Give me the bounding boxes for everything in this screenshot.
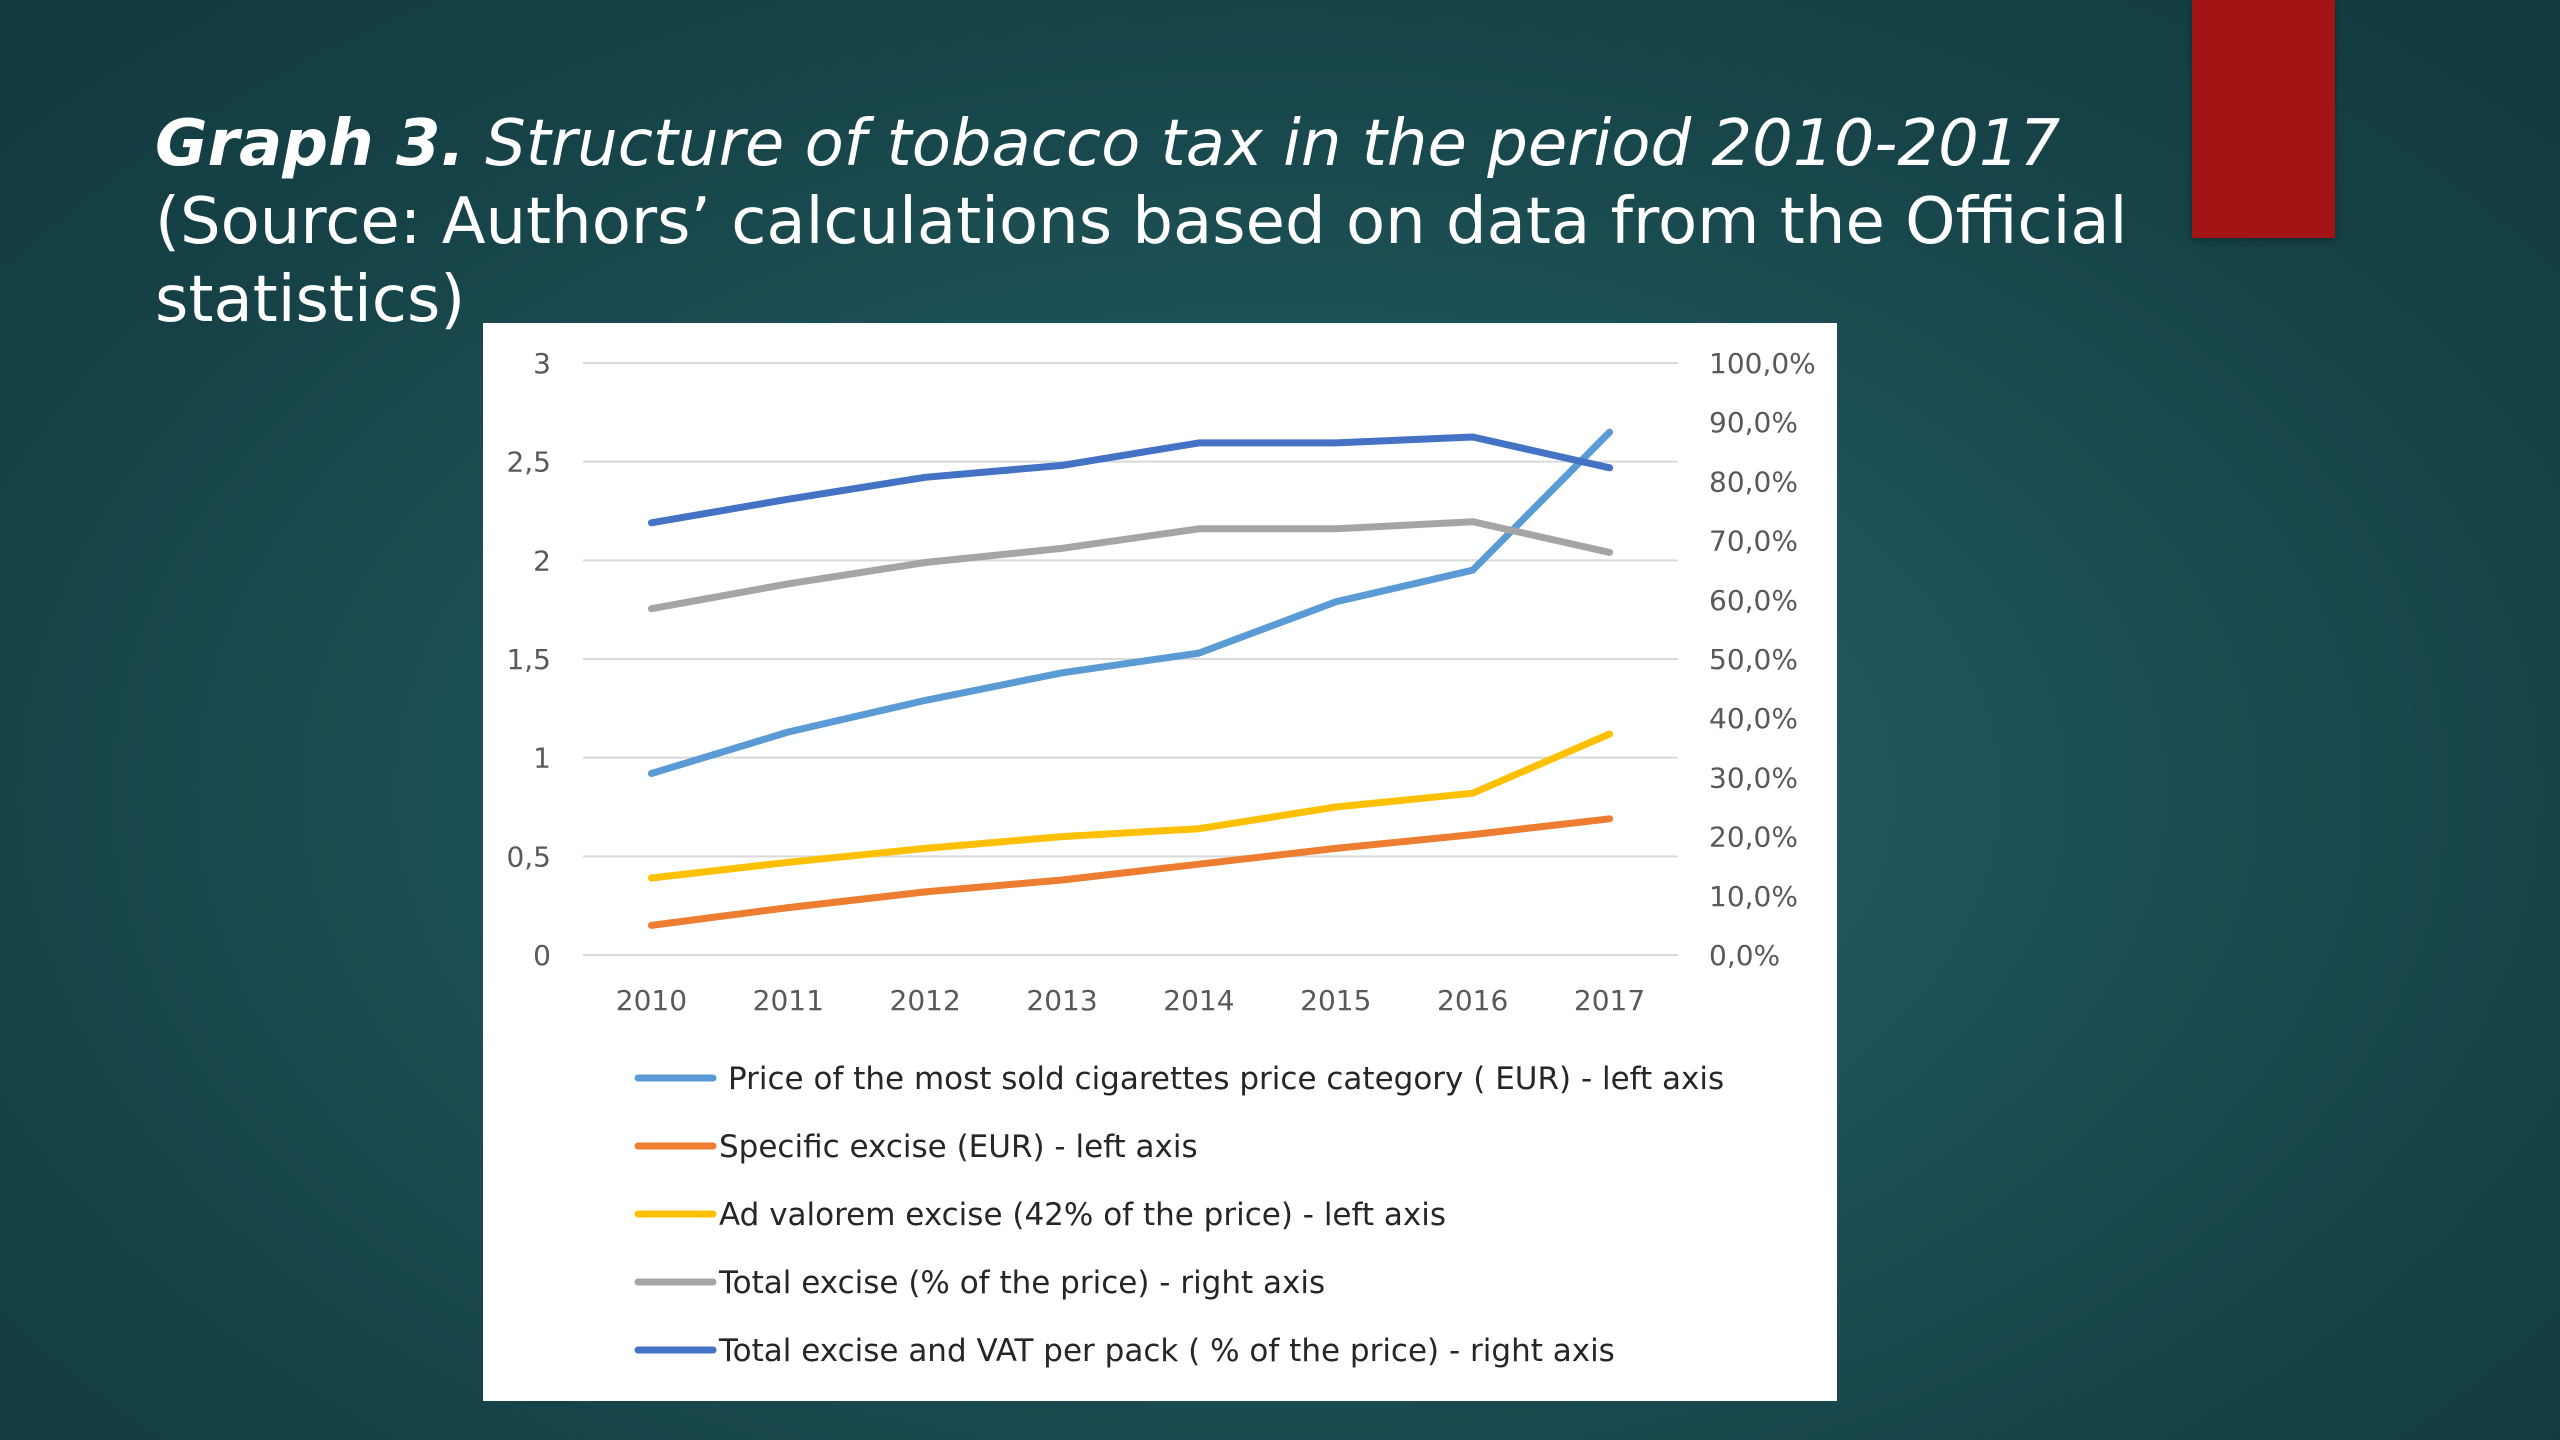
legend-label: Ad valorem excise (42% of the price) - l…: [719, 1197, 1446, 1233]
line-chart: 00,511,522,530,0%10,0%20,0%30,0%40,0%50,…: [506, 347, 1816, 1369]
subtitle-line-2: statistics): [155, 263, 466, 337]
series-line: [647, 730, 1614, 882]
x-tick-label: 2013: [1026, 984, 1097, 1017]
y-right-tick-label: 30,0%: [1709, 761, 1798, 794]
y-right-tick-label: 60,0%: [1709, 584, 1798, 617]
y-left-tick-label: 1,5: [506, 643, 551, 676]
y-left-tick-label: 3: [533, 347, 551, 380]
x-tick-label: 2011: [753, 984, 824, 1017]
y-right-tick-label: 40,0%: [1709, 702, 1798, 735]
y-left-tick-label: 1: [533, 742, 551, 775]
y-left-tick-label: 0,5: [506, 840, 551, 873]
chart-panel: 0 0,5 1 1,5 2 2,5 3 0,0% 10,0% 20,0% 30,0% 40,0% 50,…: [483, 323, 1837, 1401]
y-left-tick-label: 0: [533, 939, 551, 972]
x-tick-label: 2012: [890, 984, 961, 1017]
slide-title: Graph 3. Structure of tobacco tax in the…: [155, 105, 2215, 339]
y-right-tick-label: 70,0%: [1709, 525, 1798, 558]
series-line: [647, 518, 1614, 613]
y-right-tick-label: 100,0%: [1709, 347, 1816, 380]
accent-block: [2192, 0, 2335, 238]
title-rest: Structure of tobacco tax in the period 2…: [464, 107, 2061, 181]
x-tick-label: 2010: [616, 984, 687, 1017]
series-line: [647, 428, 1614, 777]
series-line: [647, 433, 1614, 527]
title-lead: Graph 3.: [155, 107, 465, 181]
legend-label: Total excise (% of the price) - right ax…: [718, 1265, 1325, 1301]
y-right-tick-label: 90,0%: [1709, 406, 1798, 439]
legend-label: Total excise and VAT per pack ( % of the…: [718, 1333, 1615, 1369]
series-line: [647, 815, 1614, 929]
legend-label: Price of the most sold cigarettes price …: [728, 1061, 1724, 1097]
y-right-tick-label: 80,0%: [1709, 465, 1798, 498]
subtitle-line-1: (Source: Authors’ calculations based on …: [155, 185, 2128, 259]
title-line: Graph 3. Structure of tobacco tax in the…: [155, 105, 2215, 183]
y-right-tick-label: 0,0%: [1709, 939, 1780, 972]
y-right-tick-label: 50,0%: [1709, 643, 1798, 676]
x-tick-label: 2015: [1300, 984, 1371, 1017]
x-tick-label: 2017: [1574, 984, 1645, 1017]
y-left-tick-label: 2,5: [506, 446, 551, 479]
x-tick-label: 2014: [1163, 984, 1234, 1017]
legend-label: Specific excise (EUR) - left axis: [719, 1129, 1198, 1165]
y-right-tick-label: 10,0%: [1709, 880, 1798, 913]
y-right-tick-label: 20,0%: [1709, 821, 1798, 854]
y-left-tick-label: 2: [533, 544, 551, 577]
x-tick-label: 2016: [1437, 984, 1508, 1017]
